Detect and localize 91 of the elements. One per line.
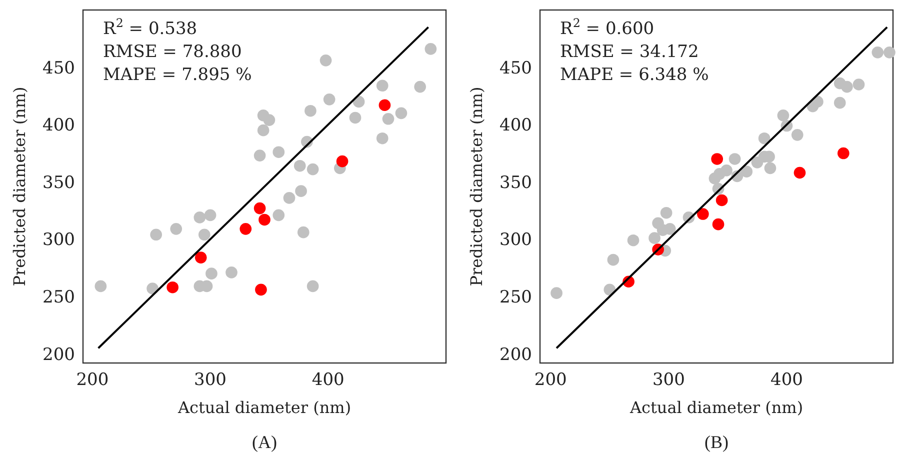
point [378, 99, 391, 112]
y-tick-label: 300 [500, 230, 532, 250]
point [764, 162, 776, 174]
point [791, 129, 804, 141]
point [166, 281, 178, 294]
point [884, 46, 896, 58]
point [550, 287, 562, 299]
x-tick-label: 300 [194, 370, 227, 390]
point [320, 54, 332, 66]
point [794, 166, 806, 179]
point [254, 202, 266, 214]
point [272, 209, 285, 222]
point [283, 192, 296, 204]
point [711, 153, 724, 165]
point [838, 147, 850, 160]
point [716, 194, 728, 206]
point [414, 80, 426, 93]
x-tick-label: 200 [534, 370, 567, 390]
point [697, 208, 709, 220]
point [295, 185, 307, 197]
annotation: R$^{2}$ = 0.538 [103, 16, 198, 39]
point [94, 280, 107, 292]
y-tick-label: 400 [500, 116, 532, 136]
y-tick-label: 350 [42, 172, 75, 193]
y-tick-label: 450 [500, 58, 532, 78]
point [740, 166, 753, 178]
point [272, 146, 285, 158]
x-tick-label: 400 [312, 370, 344, 390]
x-tick-label: 400 [770, 370, 803, 390]
point [758, 132, 770, 144]
y-tick-label: 250 [42, 287, 75, 308]
point [150, 228, 162, 241]
point [257, 124, 270, 136]
y-tick-label: 250 [500, 287, 532, 308]
point [198, 228, 210, 241]
point [254, 150, 266, 162]
point [376, 80, 388, 92]
point [852, 78, 865, 90]
y-tick-label: 200 [42, 344, 75, 365]
point [349, 112, 362, 124]
point [294, 160, 306, 172]
point [834, 96, 846, 109]
point [728, 153, 741, 165]
point [607, 254, 620, 266]
annotation: MAPE = 6.348 % [560, 65, 709, 85]
point [206, 268, 218, 280]
point [194, 252, 207, 264]
point [376, 132, 388, 144]
annotation: RMSE = 34.172 [560, 42, 699, 62]
point [777, 110, 790, 122]
point [323, 93, 336, 106]
point [194, 212, 206, 224]
point [306, 280, 319, 292]
x-tick-label: 200 [76, 370, 109, 390]
point [660, 206, 672, 219]
point [395, 107, 408, 120]
point [258, 214, 270, 226]
point [648, 232, 660, 244]
point [382, 112, 394, 125]
annotation: R$^{2}$ = 0.600 [560, 16, 654, 39]
point [263, 114, 276, 126]
x-axis-title: Actual diameter (nm) [176, 398, 352, 417]
annotation: MAPE = 7.895 % [103, 65, 252, 85]
point [712, 218, 724, 230]
point [841, 80, 853, 93]
y-tick-label: 300 [42, 230, 75, 250]
point [352, 96, 365, 108]
point [240, 223, 252, 235]
text: (A) [252, 432, 277, 452]
point [304, 104, 316, 117]
point [872, 46, 884, 58]
y-tick-label: 400 [42, 116, 75, 136]
point [170, 223, 182, 235]
point [204, 209, 216, 222]
point [627, 234, 640, 246]
y-tick-label: 200 [500, 344, 532, 365]
y-axis-title: Predicted diameter (nm) [467, 86, 486, 286]
x-axis-title: Actual diameter (nm) [628, 398, 804, 417]
text: (B) [704, 432, 728, 452]
point [255, 284, 267, 296]
point [336, 155, 348, 168]
point [424, 43, 437, 55]
point [306, 163, 319, 176]
annotation: RMSE = 78.880 [103, 42, 242, 62]
point [720, 164, 732, 176]
y-tick-label: 350 [500, 172, 532, 193]
y-axis-title: Predicted diameter (nm) [10, 86, 29, 286]
point [226, 266, 238, 278]
point [297, 226, 310, 238]
y-tick-label: 450 [42, 58, 75, 78]
x-tick-label: 300 [652, 370, 685, 390]
